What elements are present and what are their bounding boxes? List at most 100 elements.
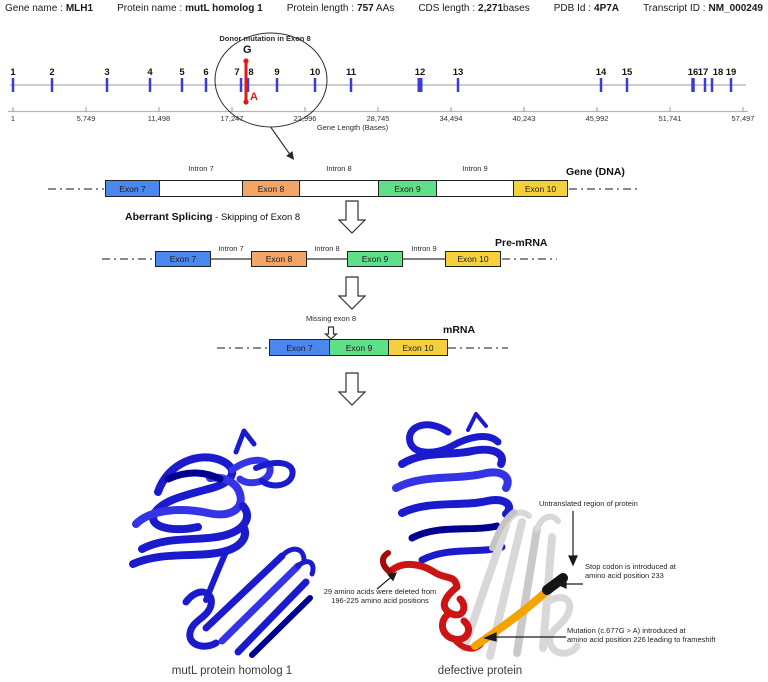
mrna-exon7-box: Exon 7: [269, 339, 330, 356]
exon-tick: [180, 78, 184, 92]
premrna-exon8-box: Exon 8: [251, 251, 307, 267]
gene-name-field: Gene name : MLH1: [5, 3, 94, 14]
premrna-intron9-label: Intron 9: [411, 244, 437, 253]
exon-number-label: 7: [234, 67, 239, 78]
mrna-exon10-box: Exon 10: [388, 339, 448, 356]
gene-intron9-box: [436, 180, 514, 197]
exon-number-label: 2: [49, 67, 54, 78]
circle-connector-line: [270, 127, 290, 154]
exon-ticks-group: 1 2 3 4 5 6 7 8 9 10 11 12 13 14 15 16 17 18 19: [10, 67, 736, 92]
deleted-aa-line2: 196-225 amino acid positions: [331, 596, 429, 605]
pdb-id-field: PDB Id :4P7A: [553, 3, 620, 14]
flow-arrows: [323, 200, 367, 406]
cds-length-field: CDS length :2,271bases: [418, 3, 530, 14]
exon-number-label: 11: [346, 67, 357, 78]
gene-dna-title: Gene (DNA): [566, 166, 625, 178]
scale-tick-label: 1: [11, 114, 15, 123]
exon-number-label: 1: [10, 67, 16, 78]
exon-tick: [625, 78, 629, 92]
gene-intron7-box: [159, 180, 243, 197]
stop-codon-annotation: Stop codon is introduced at amino acid p…: [585, 562, 676, 580]
scale-tick-label: 22,996: [294, 114, 317, 123]
mutation-arrow-top-dot: [243, 58, 249, 64]
gene-exon10-box: Exon 10: [513, 180, 568, 197]
protein-defective-structure: [380, 412, 581, 660]
scale-tick-label: 57,497: [732, 114, 755, 123]
exon-tick: [275, 78, 279, 92]
scale-tick-label: 40,243: [513, 114, 536, 123]
exon-number-label: 3: [104, 67, 109, 78]
premrna-exon9-box: Exon 9: [347, 251, 403, 267]
exon-number-label: 8: [248, 67, 253, 78]
premrna-exon7-box: Exon 7: [155, 251, 211, 267]
exon-tick: [11, 78, 15, 92]
exon-number-label: 5: [179, 67, 185, 78]
mutation-arrow-bottom-dot: [243, 99, 249, 105]
stop-codon-line2: amino acid position 233: [585, 571, 664, 580]
premrna-exon10-box: Exon 10: [445, 251, 501, 267]
exon-number-label: 10: [310, 67, 321, 78]
exon-number-label: 12: [415, 67, 426, 78]
exon-number-label: 17: [698, 67, 709, 78]
exon-tick: [599, 78, 603, 92]
flow-arrow-1: [337, 200, 367, 234]
scale-tick-label: 11,498: [148, 114, 170, 123]
scale-tick-label: 45,992: [586, 114, 609, 123]
exon-number-label: 18: [713, 67, 724, 78]
exon-number-label: 13: [453, 67, 464, 78]
gene-length-axis-label: Gene Length (Bases): [316, 123, 389, 132]
gene-intron8-box: [299, 180, 379, 197]
alt-base-label: A: [250, 91, 258, 103]
premrna-intron8-label: Intron 8: [314, 244, 340, 253]
scale-tick-label: 28,745: [367, 114, 390, 123]
exon-tick: [50, 78, 54, 92]
exon-tick: [703, 78, 707, 92]
exon-number-label: 16: [688, 67, 699, 78]
flow-arrow-3: [337, 372, 367, 406]
dashed-flanks: [48, 188, 640, 349]
exon-tick: [691, 78, 695, 92]
circle-connector-arrowhead: [286, 151, 294, 160]
exon-tick: [204, 78, 208, 92]
aberrant-splicing-caption: Aberrant Splicing - Skipping of Exon 8: [125, 211, 300, 223]
scale-tick-label: 17,247: [221, 114, 244, 123]
aberrant-splicing-bold: Aberrant Splicing: [125, 211, 213, 223]
gene-exon7-box: Exon 7: [105, 180, 160, 197]
exon-tick: [349, 78, 353, 92]
mrna-title: mRNA: [443, 324, 476, 336]
gene-exon9-box: Exon 9: [378, 180, 437, 197]
missing-exon-arrow: [323, 326, 339, 340]
exon-tick: [456, 78, 460, 92]
untranslated-region-annotation: Untranslated region of protein: [539, 499, 638, 508]
flow-arrow-2: [337, 276, 367, 310]
frameshift-line2: amino acid position 226 leading to frame…: [567, 635, 716, 644]
exon-tick: [239, 78, 243, 92]
exon-tick: [710, 78, 714, 92]
gene-exon8-box: Exon 8: [242, 180, 300, 197]
defective-protein-caption: defective protein: [437, 665, 523, 677]
missing-exon8-label: Missing exon 8: [305, 314, 357, 323]
gene-intron9-label: Intron 9: [462, 164, 488, 173]
donor-mutation-label: Donor mutation in Exon 8: [219, 34, 311, 43]
scale-tick-label: 34,494: [440, 114, 463, 123]
deleted-aa-line1: 29 amino acids were deleted from: [323, 587, 437, 596]
exon-number-label: 9: [274, 67, 279, 78]
transcript-id-field: Transcript ID : NM_000249: [643, 3, 763, 14]
mrna-exon9-box: Exon 9: [329, 339, 389, 356]
premrna-title: Pre-mRNA: [495, 237, 548, 249]
frameshift-line1: Mutation (c.677G > A) introduced at: [567, 626, 686, 635]
exon-number-label: 15: [622, 67, 633, 78]
premrna-intron7-label: Intron 7: [218, 244, 244, 253]
gene-intron7-label: Intron 7: [188, 164, 214, 173]
protein-name-field: Protein name : mutL homolog 1: [117, 3, 263, 14]
exon-number-label: 6: [203, 67, 208, 78]
scale-tick-label: 51,741: [659, 114, 682, 123]
protein-normal-structure: [129, 428, 316, 658]
exon-tick: [417, 78, 423, 92]
exon-tick: [105, 78, 109, 92]
protein-length-field: Protein length :757 AAs: [286, 3, 395, 14]
ref-base-label: G: [243, 44, 252, 56]
stop-codon-line1: Stop codon is introduced at: [585, 562, 676, 571]
